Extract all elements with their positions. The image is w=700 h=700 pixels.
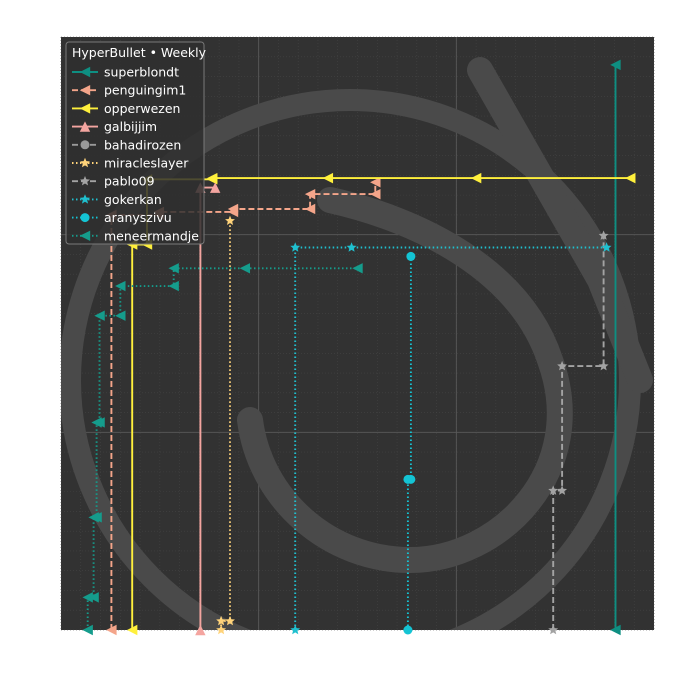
series-layer [82,59,636,636]
legend-entry-penguingim1: penguingim1 [72,83,186,98]
marker-triangle-left [168,263,179,274]
marker-triangle-left [82,624,93,636]
marker-triangle-left [610,59,621,71]
marker-star [225,215,235,226]
legend-entries: superblondt penguingim1 opperwezen galbijji… [72,65,199,243]
marker-triangle-left [91,512,102,523]
marker-star [598,360,609,371]
legend-label: meneermandje [104,228,199,243]
marker-star [548,485,559,495]
marker-triangle-left [79,66,91,78]
legend-label: galbijjim [104,119,157,134]
legend-entry-meneermandje: meneermandje [72,228,199,243]
legend-box [65,41,205,245]
marker-triangle-up [209,182,221,193]
marker-triangle-left [470,172,482,184]
marker-circle [80,140,90,150]
marker-star [290,624,301,635]
marker-triangle-left [370,188,381,200]
legend-label: aranyszivu [104,210,172,225]
marker-triangle-left [79,85,91,96]
marker-triangle-left [322,172,334,184]
marker-triangle-left [304,203,316,215]
marker-triangle-left [304,188,316,200]
legend-entry-pablo09: pablo09 [72,174,155,189]
legend-label: miracleslayer [104,156,189,171]
marker-triangle-left [82,592,93,603]
marker-circle [406,251,416,261]
watermark-tail [467,57,653,393]
legend-title: HyperBullet • Weekly [72,45,207,60]
series-meneermandje [82,263,363,636]
series-line [86,267,358,630]
marker-star [290,242,301,252]
legend-entry-gokerkan: gokerkan [72,192,162,207]
series-superblondt [610,59,621,636]
legend-entry-aranyszivu: aranyszivu [72,210,172,225]
watermark-logo [61,57,653,630]
series-aranyszivu [403,251,416,635]
marker-triangle-left [115,280,126,292]
marker-star [601,242,612,252]
legend-entry-opperwezen: opperwezen [72,101,180,116]
marker-star [216,624,227,635]
watermark-curve [237,187,573,574]
marker-triangle-left [94,417,105,428]
series-line [552,235,605,630]
series-pablo09 [548,230,609,635]
marker-circle [406,474,416,484]
marker-triangle-left [88,592,99,603]
marker-star [346,242,357,252]
legend-entry-miracleslayer: miracleslayer [72,156,189,171]
legend-label: gokerkan [104,192,162,207]
marker-star [598,230,609,240]
marker-star [548,624,559,635]
marker-triangle-left [106,624,117,636]
marker-triangle-left [227,203,239,215]
marker-triangle-left [207,172,218,184]
marker-circle [80,213,90,223]
legend-entry-galbijjim: galbijjim [72,119,157,134]
marker-star [557,360,568,371]
marker-star [80,157,90,168]
legend-entry-bahadirozen: bahadirozen [72,137,181,152]
legend-label: penguingim1 [104,83,186,98]
marker-star [216,615,227,626]
marker-triangle-left [370,177,381,188]
legend-label: superblondt [104,65,179,80]
legend-entry-superblondt: superblondt [72,65,179,80]
marker-triangle-left [610,624,621,636]
marker-triangle-up [79,121,91,132]
marker-triangle-left [126,624,138,636]
marker-triangle-left [79,230,91,241]
legend-label: bahadirozen [104,137,181,152]
legend: HyperBullet • Weekly superblondt penguing… [65,41,207,245]
marker-star [80,194,90,204]
marker-triangle-up [195,624,206,636]
marker-triangle-left [79,103,91,114]
marker-circle [403,625,413,635]
legend-label: pablo09 [104,174,155,189]
series-gokerkan [290,242,612,635]
marker-star [557,485,568,495]
marker-triangle-left [239,263,251,274]
marker-star [225,615,235,626]
marker-triangle-left [352,263,363,274]
marker-triangle-left [168,280,179,292]
legend-label: opperwezen [104,101,180,116]
series-miracleslayer [216,215,235,635]
marker-star [80,176,90,186]
marker-triangle-left [94,310,105,321]
marker-triangle-left [625,172,636,184]
marker-triangle-left [115,310,126,321]
